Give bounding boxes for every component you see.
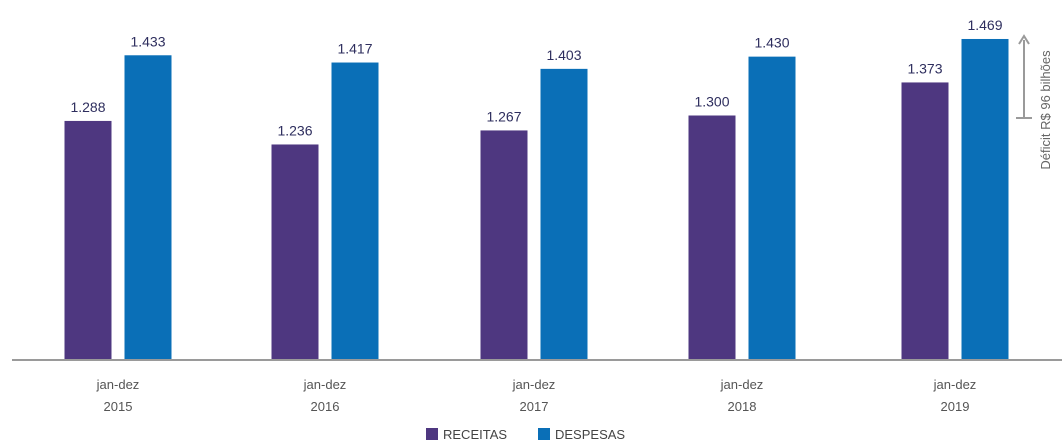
value-label-despesas-2015: 1.433	[130, 33, 165, 49]
x-tick-label-line2: 2015	[104, 399, 133, 414]
value-label-receitas-2015: 1.288	[70, 99, 105, 115]
value-label-despesas-2018: 1.430	[754, 35, 789, 51]
value-label-despesas-2017: 1.403	[546, 47, 581, 63]
bar-receitas-2015	[64, 120, 112, 360]
legend: RECEITAS DESPESAS	[426, 427, 625, 442]
bar-receitas-2017	[480, 130, 528, 360]
bar-receitas-2018	[688, 115, 736, 360]
deficit-annotation-text: Déficit R$ 96 bilhões	[1038, 50, 1053, 170]
x-tick-label-line2: 2017	[520, 399, 549, 414]
x-tick-label-line1: jan-dez	[720, 377, 764, 392]
legend-label-receitas: RECEITAS	[443, 427, 507, 442]
x-tick-label-line1: jan-dez	[96, 377, 140, 392]
legend-label-despesas: DESPESAS	[555, 427, 625, 442]
value-label-receitas-2019: 1.373	[907, 60, 942, 76]
bar-receitas-2016	[271, 144, 319, 360]
value-label-receitas-2018: 1.300	[694, 94, 729, 110]
x-tick-label-line2: 2019	[941, 399, 970, 414]
deficit-arrow-head	[1018, 34, 1030, 45]
bar-despesas-2017	[540, 68, 588, 360]
bar-despesas-2018	[748, 56, 796, 361]
legend-swatch-receitas	[426, 428, 438, 440]
bar-despesas-2019	[961, 38, 1009, 360]
bar-despesas-2016	[331, 62, 379, 361]
bar-receitas-2019	[901, 82, 949, 361]
legend-swatch-despesas	[538, 428, 550, 440]
x-tick-label-line2: 2016	[311, 399, 340, 414]
deficit-annotation: Déficit R$ 96 bilhões	[1016, 34, 1053, 170]
value-label-despesas-2019: 1.469	[967, 17, 1002, 33]
value-label-despesas-2016: 1.417	[337, 41, 372, 57]
labels-layer: 1.288 1.433 jan-dez 2015 1.236 1.417 jan-dez 20…	[70, 17, 1002, 414]
x-tick-label-line1: jan-dez	[512, 377, 556, 392]
bars-layer	[64, 38, 1009, 361]
x-tick-label-line1: jan-dez	[303, 377, 347, 392]
x-tick-label-line2: 2018	[728, 399, 757, 414]
value-label-receitas-2016: 1.236	[277, 122, 312, 138]
x-tick-label-line1: jan-dez	[933, 377, 977, 392]
value-label-receitas-2017: 1.267	[486, 108, 521, 124]
bar-despesas-2015	[124, 55, 172, 361]
